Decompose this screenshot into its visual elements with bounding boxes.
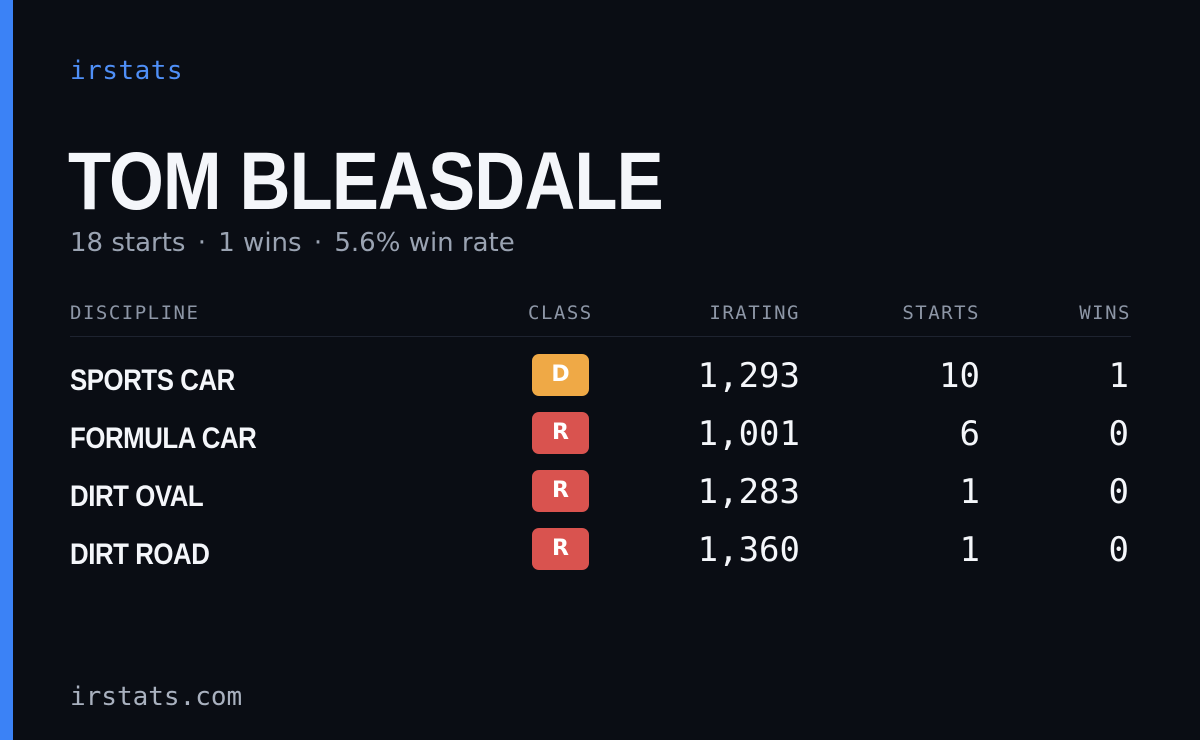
table-row: SPORTS CAR D 1,293 10 1 [70, 352, 1131, 410]
class-badge: D [532, 354, 589, 396]
wins-value: 0 [1108, 414, 1129, 454]
discipline-name: FORMULA CAR [70, 422, 257, 455]
starts-value: 6 [959, 414, 980, 454]
summary-separator: · [313, 228, 323, 258]
wins-value: 0 [1108, 530, 1129, 570]
win-rate-summary: 5.6% win rate [334, 228, 515, 258]
starts-value: 1 [959, 472, 980, 512]
class-badge: R [532, 412, 589, 454]
class-badge: R [532, 470, 589, 512]
discipline-name: DIRT OVAL [70, 480, 204, 513]
starts-value: 10 [939, 356, 980, 396]
table-row: FORMULA CAR R 1,001 6 0 [70, 410, 1131, 468]
discipline-stats-table: DISCIPLINE CLASS IRATING STARTS WINS SPO… [70, 296, 1131, 584]
brand-logo-text: irstats [70, 56, 184, 86]
wins-summary: 1 wins [218, 228, 302, 258]
player-summary: 18 starts · 1 wins · 5.6% win rate [70, 228, 515, 258]
accent-bar [0, 0, 13, 740]
header-wins: WINS [1079, 302, 1131, 324]
irating-value: 1,360 [697, 530, 800, 570]
wins-value: 0 [1108, 472, 1129, 512]
irating-value: 1,283 [697, 472, 800, 512]
header-class: CLASS [528, 302, 593, 324]
table-row: DIRT ROAD R 1,360 1 0 [70, 526, 1131, 584]
starts-value: 1 [959, 530, 980, 570]
player-name: TOM BLEASDALE [68, 136, 664, 227]
discipline-name: DIRT ROAD [70, 538, 210, 571]
table-body: SPORTS CAR D 1,293 10 1 FORMULA CAR R 1,… [70, 337, 1131, 584]
starts-summary: 18 starts [70, 228, 186, 258]
table-row: DIRT OVAL R 1,283 1 0 [70, 468, 1131, 526]
header-starts: STARTS [902, 302, 980, 324]
table-header-row: DISCIPLINE CLASS IRATING STARTS WINS [70, 296, 1131, 337]
discipline-name: SPORTS CAR [70, 364, 235, 397]
footer-url: irstats.com [70, 682, 243, 712]
irating-value: 1,001 [697, 414, 800, 454]
summary-separator: · [197, 228, 206, 258]
wins-value: 1 [1108, 356, 1129, 396]
irating-value: 1,293 [697, 356, 800, 396]
header-irating: IRATING [709, 302, 800, 324]
class-badge: R [532, 528, 589, 570]
header-discipline: DISCIPLINE [70, 302, 200, 324]
